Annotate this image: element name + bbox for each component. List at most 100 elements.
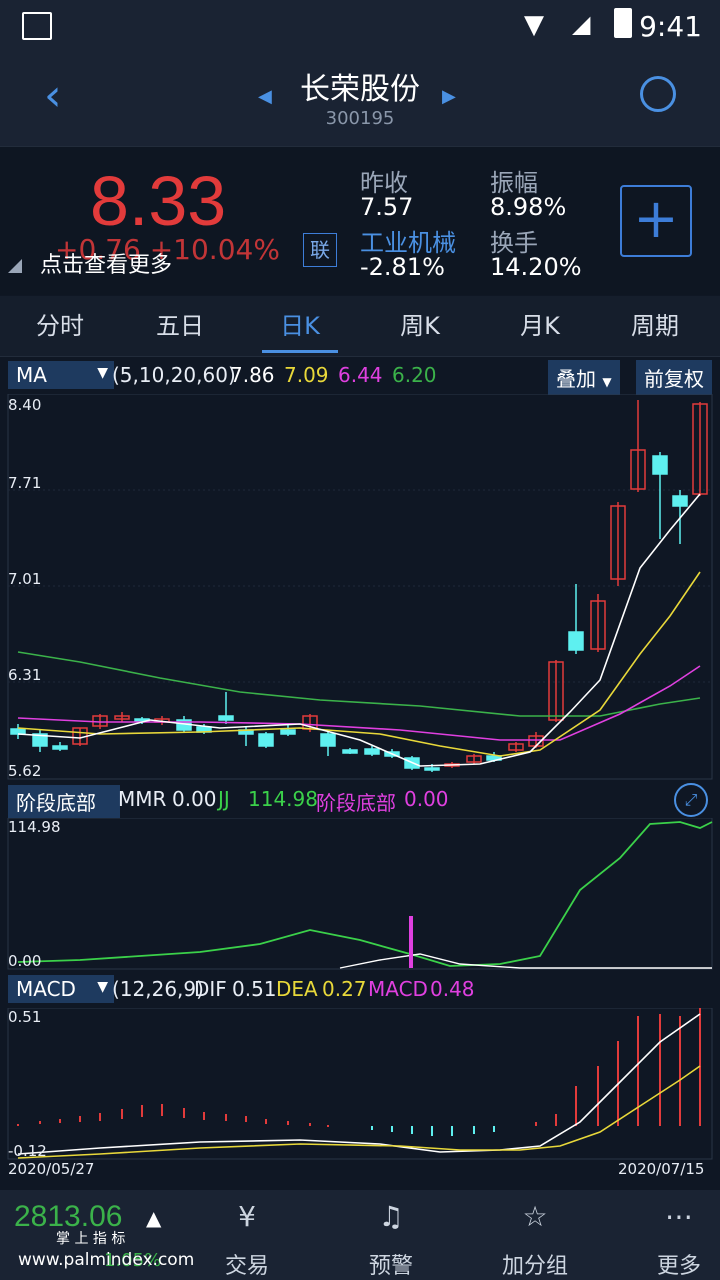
battery-icon xyxy=(614,8,632,38)
prev-close-value: 7.57 xyxy=(360,193,414,221)
chevron-down-icon: ▼ xyxy=(602,375,612,389)
tab-five-day[interactable]: 五日 xyxy=(156,312,204,340)
candle-body xyxy=(610,505,626,580)
prev-close-label: 昨收 xyxy=(360,169,408,197)
more-icon: ⋯ xyxy=(665,1200,693,1233)
back-icon[interactable]: ‹ xyxy=(44,70,62,121)
mmr-selector-label: 阶段底部 xyxy=(16,791,96,815)
dea-label: DEA xyxy=(276,977,318,1001)
price-axis-2: 7.71 xyxy=(8,474,42,492)
prev-stock-icon[interactable]: ◀ xyxy=(258,86,272,107)
stage-bottom-value: 0.00 xyxy=(404,787,449,811)
macd-label: MACD xyxy=(368,977,428,1001)
tab-weekly-k[interactable]: 周K xyxy=(400,312,440,340)
macd-selector[interactable]: MACD ▼ xyxy=(8,975,114,1003)
status-bar: ▼ ◢ 9:41 xyxy=(0,0,720,52)
mmr-indicator-bar: 阶段底部 MMR 0.00 JJ 114.98 阶段底部 0.00 ⤢ xyxy=(0,782,720,818)
candle-body xyxy=(548,661,564,721)
dif-line xyxy=(17,1013,701,1155)
tab-daily-k[interactable]: 日K xyxy=(280,312,320,340)
candle-body xyxy=(218,715,234,721)
date-end: 2020/07/15 xyxy=(618,1160,705,1178)
search-icon[interactable] xyxy=(640,76,676,112)
ma-selector[interactable]: MA ▼ xyxy=(8,361,114,389)
watermark: www.palmindex.com xyxy=(18,1250,195,1270)
turnover-value: 14.20% xyxy=(490,253,582,281)
header: ‹ ◀ 长荣股份 ▶ 300195 xyxy=(0,52,720,146)
macd-value: 0.48 xyxy=(430,977,475,1001)
macd-indicator-bar: MACD ▼ (12,26,9) DIF 0.51 DEA 0.27 MACD 0… xyxy=(0,972,720,1008)
jj-value: 114.98 xyxy=(248,787,318,811)
candle-body xyxy=(466,755,482,763)
sector-change: -2.81% xyxy=(360,253,445,281)
chevron-down-icon: ▼ xyxy=(97,365,108,381)
adjust-button[interactable]: 前复权 xyxy=(636,360,712,395)
ma10-line xyxy=(17,571,701,757)
ma10-value: 7.09 xyxy=(284,363,329,387)
next-stock-icon[interactable]: ▶ xyxy=(442,86,456,107)
mmr-axis-max: 114.98 xyxy=(8,818,61,836)
dif-value: 0.51 xyxy=(232,977,277,1001)
macd-axis-min: -0.12 xyxy=(8,1142,47,1160)
price-axis-3: 7.01 xyxy=(8,570,42,588)
period-tabs: 分时 五日 日K 周K 月K 周期 xyxy=(0,296,720,357)
amplitude-value: 8.98% xyxy=(490,193,567,221)
quote-panel: 8.33 +0.76 +10.04% 点击查看更多 联 昨收 7.57 振幅 8… xyxy=(0,146,720,295)
macd-chart[interactable] xyxy=(0,1008,720,1160)
expand-corner-icon xyxy=(8,259,22,273)
bottom-nav: 2813.06 ▲ 掌 上 指 标 1.05% www.palmindex.co… xyxy=(0,1190,720,1280)
price-axis-max: 8.40 xyxy=(8,396,42,414)
overlay-button[interactable]: 叠加 ▼ xyxy=(548,360,620,395)
nav-trade[interactable]: 交易 xyxy=(224,1254,269,1279)
bell-icon: ♫ xyxy=(378,1200,404,1233)
star-icon: ☆ xyxy=(522,1200,548,1233)
ma20-line xyxy=(17,665,701,741)
stage-bottom-label: 阶段底部 xyxy=(316,791,396,815)
date-start: 2020/05/27 xyxy=(8,1160,95,1178)
tab-intraday[interactable]: 分时 xyxy=(36,312,84,340)
ma60-value: 6.20 xyxy=(392,363,437,387)
candle-body xyxy=(672,495,688,507)
ma60-line xyxy=(17,651,701,717)
candle-body xyxy=(568,631,584,651)
index-value[interactable]: 2813.06 xyxy=(14,1200,123,1233)
tab-monthly-k[interactable]: 月K xyxy=(520,312,560,340)
linked-button[interactable]: 联 xyxy=(303,233,337,267)
candle-body xyxy=(424,767,440,771)
mmr-axis-min: 0.00 xyxy=(8,952,42,970)
active-tab-indicator xyxy=(262,350,338,353)
price-change: +0.76 +10.04% xyxy=(55,233,280,266)
tab-period[interactable]: 周期 xyxy=(631,312,679,340)
more-info-link[interactable]: 点击查看更多 xyxy=(40,253,173,278)
candle-body xyxy=(32,733,48,747)
dif-label: DIF xyxy=(194,977,227,1001)
ma5-value: 7.86 xyxy=(230,363,275,387)
jj-line xyxy=(17,821,713,967)
trade-icon: ¥ xyxy=(238,1200,256,1233)
kline-chart[interactable] xyxy=(0,394,720,780)
mmr-selector[interactable]: 阶段底部 xyxy=(8,785,120,818)
mmr-label: MMR xyxy=(118,787,167,811)
ma5-line xyxy=(17,493,701,767)
wifi-icon: ▼ xyxy=(524,10,544,40)
nav-add-group[interactable]: 加分组 xyxy=(501,1254,568,1279)
candle-body xyxy=(342,749,358,754)
nav-alert[interactable]: 预警 xyxy=(368,1254,413,1279)
candle-body xyxy=(630,449,646,490)
watermark-top: 掌 上 指 标 xyxy=(56,1231,126,1247)
expand-icon[interactable]: ⤢ xyxy=(674,783,708,817)
macd-axis-max: 0.51 xyxy=(8,1008,42,1026)
turnover-label: 换手 xyxy=(490,229,538,257)
candle-body xyxy=(10,728,26,735)
candle-body xyxy=(364,748,380,755)
nav-more[interactable]: 更多 xyxy=(656,1254,701,1279)
add-watchlist-button[interactable]: + xyxy=(620,185,692,257)
macd-params: (12,26,9) xyxy=(112,977,204,1001)
dea-value: 0.27 xyxy=(322,977,367,1001)
mmr-chart[interactable] xyxy=(0,818,720,970)
stock-name: 长荣股份 xyxy=(300,72,420,107)
candle-body xyxy=(590,600,606,650)
sector-link[interactable]: 工业机械 xyxy=(360,229,456,257)
ma20-value: 6.44 xyxy=(338,363,383,387)
price-axis-min: 5.62 xyxy=(8,762,42,780)
